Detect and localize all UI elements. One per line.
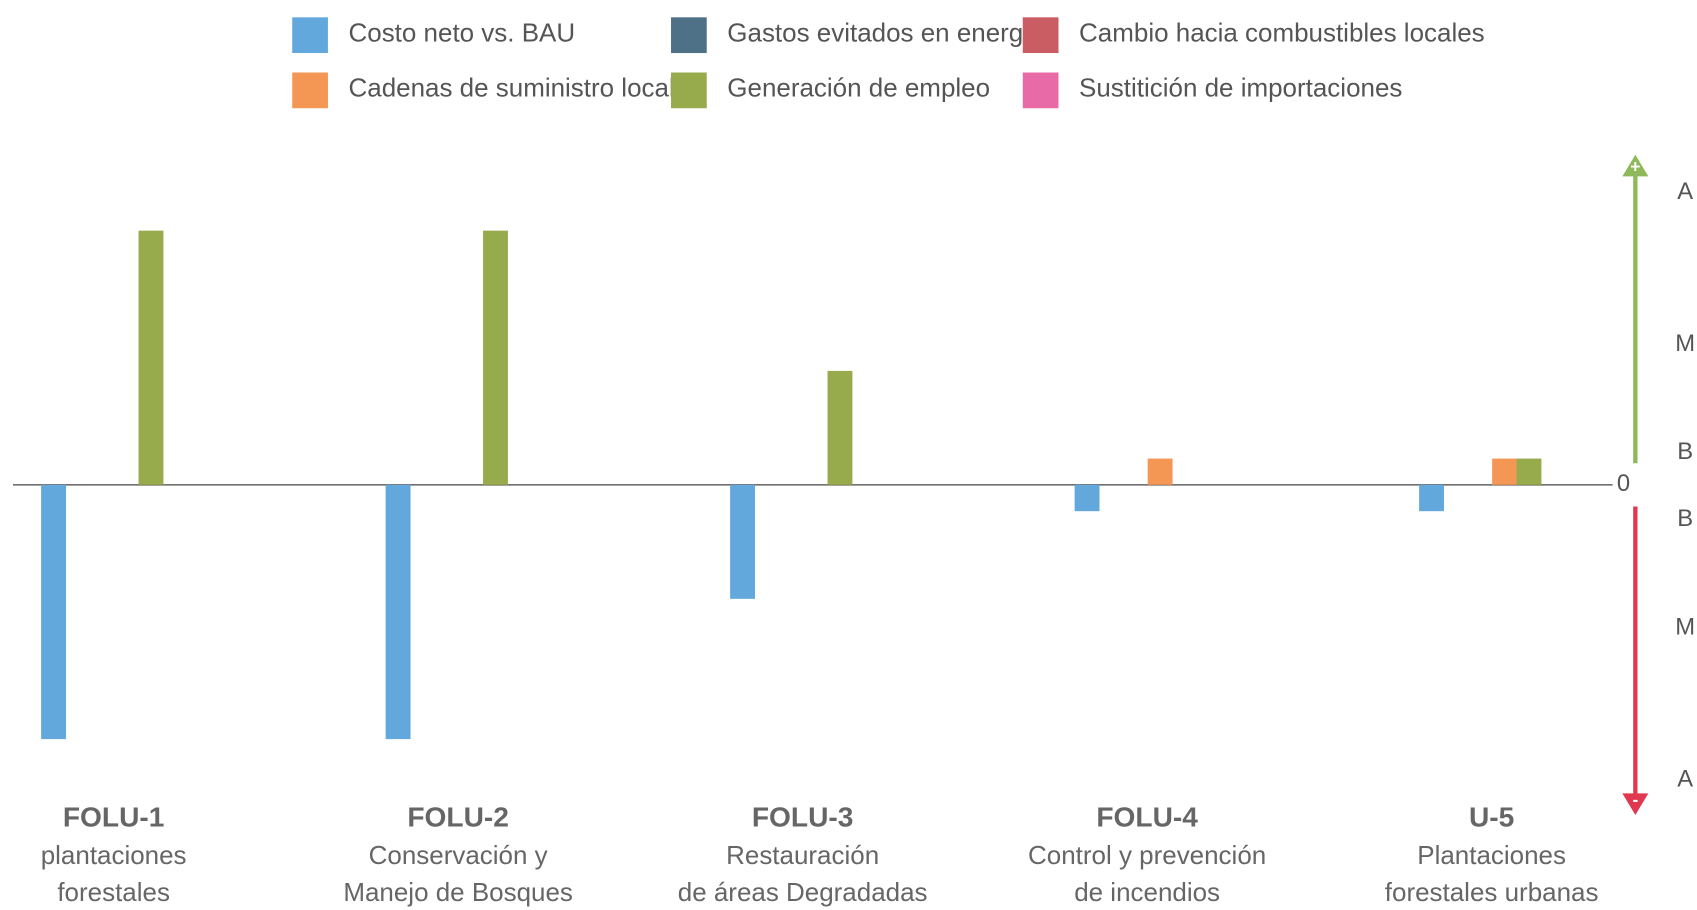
legend-swatch — [1022, 72, 1059, 109]
category-description: forestales — [57, 877, 170, 907]
category-description: de incendios — [1074, 877, 1220, 907]
category-description: plantaciones — [41, 840, 187, 870]
positive-arrowhead — [1622, 154, 1649, 177]
bar — [41, 484, 67, 740]
y-tick-label: M — [1675, 613, 1695, 640]
legend-swatch — [292, 72, 328, 109]
y-tick-label: B — [1677, 505, 1693, 532]
negative-arrowhead — [1622, 793, 1649, 815]
category-description: Conservación y — [369, 840, 548, 870]
bar — [827, 370, 853, 485]
category-description: Plantaciones — [1417, 840, 1566, 870]
plot: + - A M B 0 B M A Costo neto vs. BAU Gastos evit… — [12, 17, 1695, 907]
legend-label: Cambio hacia combustibles locales — [1079, 17, 1485, 47]
legend-label: Gastos evitados en energía — [727, 17, 1045, 47]
bar — [1419, 484, 1445, 512]
y-tick-label: M — [1675, 330, 1695, 357]
y-tick-label: B — [1677, 438, 1693, 465]
legend-label: Generación de empleo — [727, 73, 990, 103]
category-code: U-5 — [1469, 802, 1514, 833]
legend-swatch — [1022, 17, 1059, 54]
bar — [483, 230, 508, 485]
y-tick-label: 0 — [1617, 470, 1630, 497]
legend-label: Sustitición de importaciones — [1079, 73, 1402, 103]
bar — [138, 230, 164, 485]
legend-swatch — [671, 17, 707, 54]
category-description: Control y prevención — [1028, 840, 1266, 870]
legend-swatch — [292, 17, 328, 54]
bar — [1492, 458, 1518, 485]
legend-label: Cadenas de suministro locales — [349, 73, 703, 103]
bar — [1516, 458, 1542, 485]
category-code: FOLU-4 — [1096, 802, 1198, 833]
bar — [1147, 458, 1173, 485]
category-code: FOLU-2 — [407, 802, 509, 833]
y-tick-label: A — [1677, 765, 1693, 792]
legend-swatch — [671, 72, 707, 109]
minus-sign: - — [1632, 789, 1638, 809]
bar — [385, 484, 411, 740]
category-code: FOLU-3 — [752, 802, 854, 833]
bar — [730, 484, 756, 599]
category-code: FOLU-1 — [63, 802, 165, 833]
category-description: Restauración — [726, 840, 879, 870]
category-description: Manejo de Bosques — [343, 877, 573, 907]
legend-label: Costo neto vs. BAU — [349, 17, 576, 47]
plus-sign: + — [1630, 156, 1640, 176]
category-description: de áreas Degradadas — [678, 877, 928, 907]
bar — [1074, 484, 1100, 512]
category-description: forestales urbanas — [1385, 877, 1599, 907]
y-tick-label: A — [1677, 178, 1693, 205]
